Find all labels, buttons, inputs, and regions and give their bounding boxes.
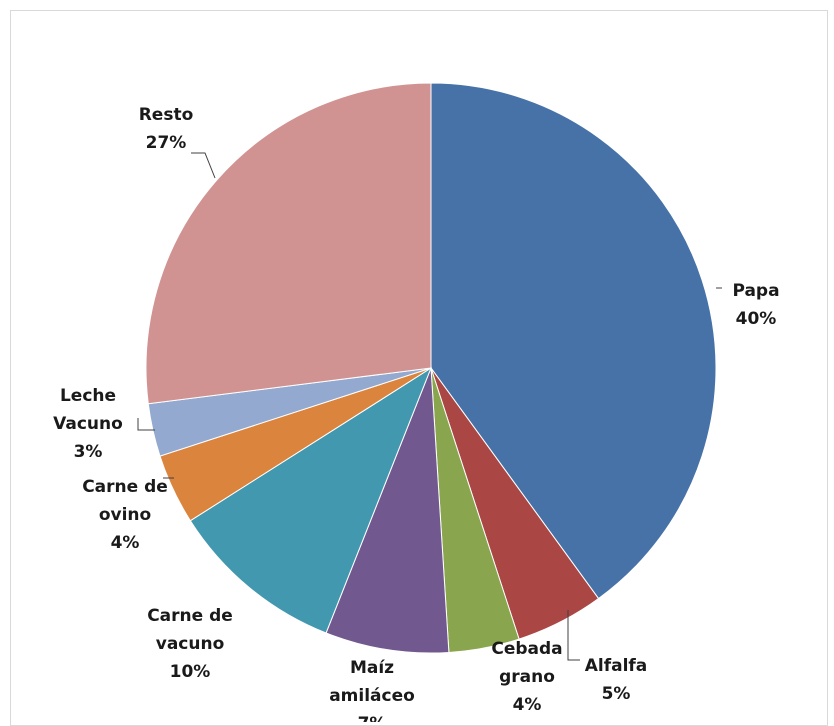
slice-label-papa: Papa <box>732 281 779 301</box>
slice-percent-resto: 27% <box>146 133 187 153</box>
slice-percent-alfalfa: 5% <box>602 684 631 704</box>
slice-label-resto: Resto <box>139 105 194 125</box>
slice-label-cebada-grano: grano <box>499 667 555 687</box>
slice-label-alfalfa: Alfalfa <box>585 656 648 676</box>
slice-label-carne-de-vacuno: Carne de <box>147 606 233 626</box>
pie-slice-resto <box>145 82 432 405</box>
slice-percent-cebada-grano: 4% <box>513 695 542 715</box>
pie-slice-carne-de-vacuno <box>189 366 433 634</box>
slice-label-carne-de-ovino: ovino <box>99 505 151 525</box>
slice-percent-carne-de-vacuno: 10% <box>170 662 211 682</box>
leader-line-alfalfa <box>567 610 580 661</box>
pie-slice-papa <box>430 82 717 600</box>
slice-percent-papa: 40% <box>736 309 777 329</box>
slice-label-carne-de-ovino: Carne de <box>82 477 168 497</box>
slice-label-leche-vacuno: Leche <box>60 386 116 406</box>
pie-slices <box>145 82 717 654</box>
slice-label-leche-vacuno: Vacuno <box>53 414 123 434</box>
slice-label-maiz-amilaceo: amiláceo <box>329 686 415 706</box>
slice-percent-carne-de-ovino: 4% <box>111 533 140 553</box>
leader-lines <box>137 152 722 661</box>
slice-label-cebada-grano: Cebada <box>491 639 562 659</box>
leader-line-resto <box>191 152 216 179</box>
slice-percent-maiz-amilaceo: 7% <box>358 714 387 722</box>
slice-percent-leche-vacuno: 3% <box>74 442 103 462</box>
pie-slice-maiz-amilaceo <box>325 367 450 654</box>
slice-label-maiz-amilaceo: Maíz <box>350 658 394 678</box>
slice-label-carne-de-vacuno: vacuno <box>156 634 225 654</box>
slice-labels: Papa 40% Alfalfa 5% Cebada grano 4% Maíz amiláce… <box>53 105 779 722</box>
leader-line-leche-vacuno <box>137 418 155 431</box>
